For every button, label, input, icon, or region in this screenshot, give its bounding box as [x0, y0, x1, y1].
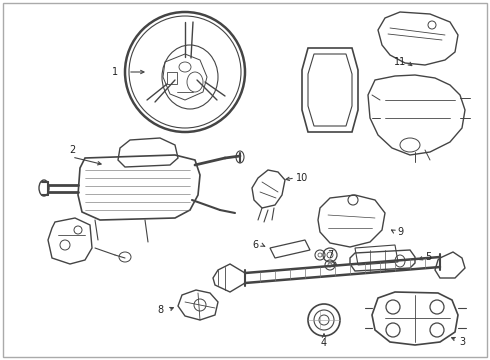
- Text: 6: 6: [252, 240, 258, 250]
- Text: 3: 3: [459, 337, 465, 347]
- Text: 8: 8: [157, 305, 163, 315]
- Text: 10: 10: [296, 173, 308, 183]
- Text: 2: 2: [69, 145, 75, 155]
- Text: 5: 5: [425, 252, 431, 262]
- Bar: [167, 72, 177, 84]
- Text: 1: 1: [112, 67, 118, 77]
- Text: 7: 7: [327, 250, 333, 260]
- Text: 11: 11: [394, 57, 406, 67]
- Text: 9: 9: [397, 227, 403, 237]
- Text: 4: 4: [321, 338, 327, 348]
